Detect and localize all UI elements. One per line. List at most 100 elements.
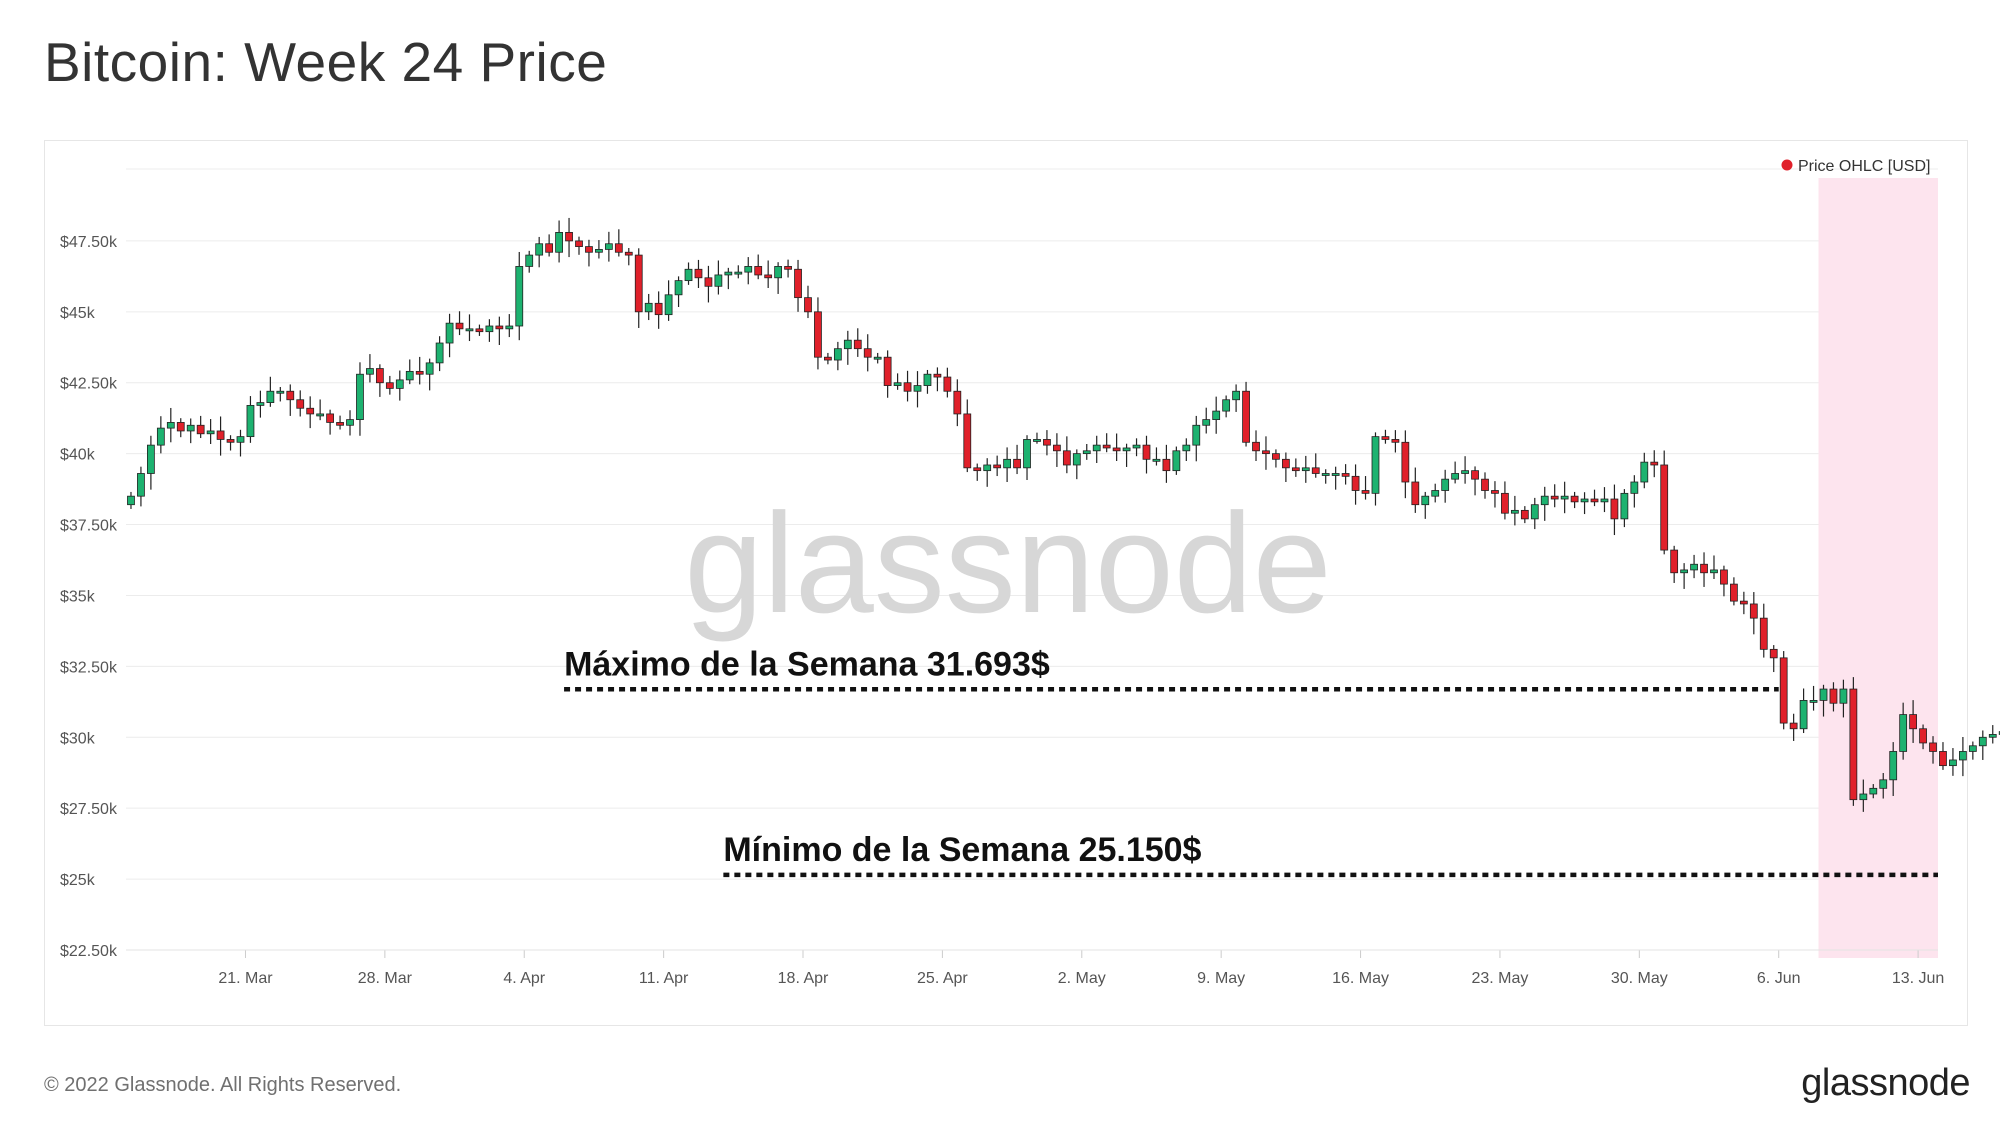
candle-body	[375, 368, 384, 384]
candle	[356, 362, 364, 436]
candle	[1023, 435, 1031, 481]
candle-body	[1082, 450, 1091, 455]
candle-body	[266, 390, 275, 403]
candle	[1053, 433, 1061, 467]
candle-body	[1720, 569, 1728, 585]
candle-body	[495, 325, 504, 330]
candle	[505, 314, 514, 338]
candle	[445, 313, 454, 358]
candle	[814, 297, 822, 370]
candle-body	[1819, 688, 1828, 701]
candle	[1192, 415, 1201, 462]
candle	[246, 396, 255, 443]
candle-body	[973, 467, 982, 472]
candle-body	[246, 405, 255, 438]
candle	[644, 293, 653, 321]
candle-body	[1162, 458, 1171, 472]
candle	[1033, 432, 1041, 444]
candle	[1829, 682, 1838, 712]
x-tick-label: 4. Apr	[503, 970, 545, 987]
candles	[127, 217, 2000, 812]
candle-body	[1769, 648, 1778, 659]
candle	[1819, 684, 1828, 717]
candle	[415, 356, 424, 385]
candle-body	[485, 325, 494, 333]
candle-body	[614, 243, 623, 253]
candle-body	[326, 413, 334, 423]
candle	[993, 455, 1002, 477]
candle	[226, 435, 235, 451]
candle	[1222, 395, 1231, 418]
candle-body	[1919, 728, 1927, 744]
candle-body	[166, 422, 175, 429]
candle-body	[1451, 473, 1460, 480]
candle	[1291, 458, 1300, 477]
candle	[1879, 773, 1888, 799]
annotation-label: Mínimo de la Semana 25.150$	[723, 831, 1201, 869]
candle-body	[1321, 473, 1330, 476]
candle-body	[1590, 498, 1599, 503]
candle-body	[893, 382, 902, 386]
candle-body	[764, 274, 773, 279]
candle-body	[575, 240, 583, 247]
candle-body	[1620, 492, 1629, 520]
y-tick-label: $37.50k	[60, 518, 118, 535]
candle-body	[644, 302, 653, 313]
candle-body	[1501, 492, 1509, 514]
candle-body	[405, 370, 414, 381]
candle	[654, 291, 663, 329]
candle-body	[1988, 734, 1997, 738]
candle	[1650, 450, 1659, 478]
y-tick-label: $25k	[60, 872, 96, 889]
candle-body	[754, 266, 763, 276]
candle-body	[1341, 473, 1350, 477]
candle	[545, 234, 554, 257]
chart-panel	[44, 140, 1968, 1026]
candle	[515, 251, 524, 341]
candle-body	[1092, 444, 1101, 452]
candle	[385, 375, 394, 395]
candle	[1749, 592, 1758, 635]
candle	[1082, 443, 1091, 460]
candle	[1281, 452, 1290, 482]
candle-body	[1142, 444, 1151, 460]
candle	[624, 248, 633, 266]
candle-body	[1172, 450, 1181, 472]
candle	[824, 352, 832, 365]
candle-body	[1600, 498, 1609, 503]
candle-body	[545, 243, 554, 253]
candle	[1401, 430, 1410, 499]
candle	[853, 328, 862, 357]
candle-body	[346, 419, 354, 426]
candle	[1301, 455, 1310, 483]
candle-body	[1630, 481, 1639, 494]
candle	[455, 311, 464, 336]
candle-body	[415, 370, 424, 375]
candle	[1371, 432, 1380, 506]
candle	[1859, 779, 1868, 812]
candle-body	[814, 311, 822, 358]
candle-body	[1560, 495, 1569, 500]
candle	[734, 265, 743, 279]
candle-body	[1530, 504, 1539, 520]
candle	[465, 314, 474, 342]
candle-body	[585, 246, 593, 253]
candle-body	[1809, 700, 1818, 703]
candle-body	[455, 322, 464, 330]
candle	[575, 236, 583, 255]
candle	[1361, 476, 1370, 500]
candle	[435, 336, 444, 372]
candle	[1968, 741, 1977, 760]
candle-body	[883, 356, 892, 386]
candle	[236, 429, 245, 457]
candle-body	[1899, 714, 1908, 752]
candle	[336, 415, 344, 430]
candle	[525, 250, 534, 273]
candle	[1630, 475, 1639, 508]
candle	[1381, 429, 1390, 444]
y-tick-label: $40k	[60, 447, 96, 464]
candle-body	[1759, 617, 1768, 650]
candle-body	[843, 339, 852, 350]
candle	[1092, 435, 1101, 463]
candle-body	[1202, 419, 1211, 426]
